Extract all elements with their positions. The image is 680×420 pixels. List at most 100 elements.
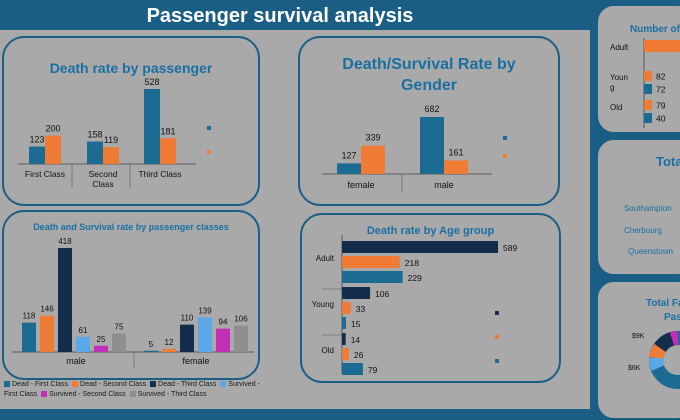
panel-age-group: Death rate by Age group 589 218 229 Adult 10… — [300, 213, 561, 383]
data-label: 139 — [198, 306, 212, 315]
legend-item-dead-third-class: Dead - Third Class — [150, 381, 216, 388]
legend-item-dead-second-class: Dead - Second Class — [72, 381, 146, 388]
category-label: Third Class — [139, 169, 182, 179]
panel-title: Death and Survival rate by passenger cla… — [33, 222, 229, 232]
bar-dead-female — [337, 163, 361, 174]
panel-title: Death rate by passenger — [49, 60, 213, 76]
data-label: 118 — [23, 312, 36, 321]
chart-age-group: 589 218 229 Adult 106 33 15 Young 14 26 79 Old — [312, 235, 517, 375]
legend-swatch — [220, 381, 227, 388]
category-label: male — [66, 356, 86, 366]
data-label: 82 — [656, 72, 666, 82]
bar-first-class-young — [342, 317, 346, 329]
category-label: g — [610, 83, 614, 92]
legend-swatch — [72, 381, 79, 388]
data-label: 682 — [424, 104, 439, 114]
bar-dead-first-class-female — [144, 350, 158, 352]
panel-class-rates: Death and Survival rate by passenger cla… — [2, 210, 260, 380]
legend-label: Survived - First Class — [4, 381, 260, 398]
panel-death-rate-by-passenger: Death rate by passenger 123 200 First Clas… — [2, 36, 260, 206]
bar-dead-third-class-male — [58, 248, 72, 352]
donut-segment-magenta — [669, 331, 679, 346]
bar-survived-second-class-male — [94, 345, 108, 352]
bar-dead-second-class — [87, 141, 103, 164]
legend-item-survived-third-class: Survived - Third Class — [129, 391, 207, 398]
data-label: 26 — [354, 350, 364, 360]
category-label: female — [182, 356, 209, 366]
data-label: 218 — [405, 258, 419, 268]
side-fare-sub: Pas — [664, 312, 680, 323]
bar-survived-second-class-female — [216, 328, 230, 352]
bar-old-0 — [644, 100, 652, 110]
data-label: 106 — [375, 289, 389, 299]
fare-donut — [649, 331, 680, 389]
data-label: 229 — [408, 273, 422, 283]
bar-second-class-adult — [342, 256, 400, 268]
legend-swatch — [4, 381, 10, 388]
fare-label-9k: $9K — [632, 333, 645, 340]
bar-dead-third-class-female — [180, 324, 194, 352]
data-label: 94 — [219, 318, 228, 327]
data-label: 79 — [368, 365, 378, 375]
data-label: 72 — [656, 85, 666, 95]
legend-swatch — [150, 381, 157, 388]
side-panel-number: Number of Adult Youn g Old 82 72 79 40 — [596, 4, 680, 134]
legend-swatch-third-class — [495, 311, 499, 315]
data-label: 200 — [45, 124, 60, 134]
legend-swatch-survived — [503, 154, 507, 158]
data-label: 110 — [181, 314, 194, 323]
port-queenstown: Queenstown — [628, 247, 673, 256]
legend-label: Survived - Second Class — [49, 391, 126, 398]
sidebar: Number of Adult Youn g Old 82 72 79 40 Tota Sou… — [590, 0, 680, 420]
bar-young-0 — [644, 71, 652, 81]
port-southampton: Southampton — [624, 204, 672, 213]
data-label: 589 — [503, 243, 517, 253]
legend-label: Survived - Third Class — [137, 391, 207, 398]
data-label: 161 — [448, 148, 463, 158]
legend-swatch-first-class — [495, 359, 499, 363]
category-label: Old — [610, 103, 622, 112]
data-label: 40 — [656, 114, 666, 124]
bar-second-class-young — [342, 302, 351, 314]
bar-adult-top — [644, 40, 680, 52]
dashboard-title: Passenger survival analysis — [146, 5, 414, 27]
fare-donut-chart — [649, 331, 680, 389]
legend-item-survived-second-class: Survived - Second Class — [41, 391, 126, 398]
dashboard-title-bar: Passenger survival analysis — [0, 0, 590, 30]
bar-survived-third-class-female — [234, 325, 248, 352]
donut-segment-light — [649, 357, 665, 371]
side-total-title: Tota — [656, 154, 680, 169]
bar-third-class-old — [342, 333, 346, 345]
category-label: Second — [89, 169, 118, 179]
data-label: 158 — [87, 130, 102, 140]
legend-item-dead-first-class: Dead - First Class — [4, 381, 68, 388]
category-label: male — [434, 180, 454, 190]
data-label: 14 — [351, 335, 361, 345]
data-label: 181 — [160, 126, 175, 136]
data-label: 339 — [365, 133, 380, 143]
bar-dead-third-class — [144, 89, 160, 164]
bar-second-class-old — [342, 348, 349, 360]
bar-third-class-young — [342, 287, 371, 299]
panel-title: Death rate by Age group — [366, 225, 495, 237]
bar-dead-second-class-female — [162, 349, 176, 352]
category-label: Youn — [610, 73, 628, 82]
category-label: Young — [312, 300, 334, 309]
legend-label: Dead - First Class — [12, 381, 69, 388]
bar-survived-first-class-female — [198, 317, 212, 352]
panel-gender: Death/Survival Rate by Gender 127 339 fema… — [298, 36, 560, 206]
data-label: 61 — [79, 326, 88, 335]
data-label: 15 — [351, 319, 361, 329]
category-label: Old — [322, 346, 334, 355]
bar-survived-third-class — [160, 138, 176, 164]
legend-swatch — [41, 391, 48, 398]
data-label: 119 — [104, 135, 118, 145]
data-label: 418 — [58, 237, 72, 246]
bar-first-class-old — [342, 363, 363, 375]
category-label: female — [347, 180, 374, 190]
category-label: Adult — [610, 43, 629, 52]
data-label: 5 — [149, 340, 154, 349]
panel-title: Death/Survival Rate by Gender — [342, 56, 516, 94]
chart-gender: 127 339 female 682 161 male — [322, 104, 507, 192]
